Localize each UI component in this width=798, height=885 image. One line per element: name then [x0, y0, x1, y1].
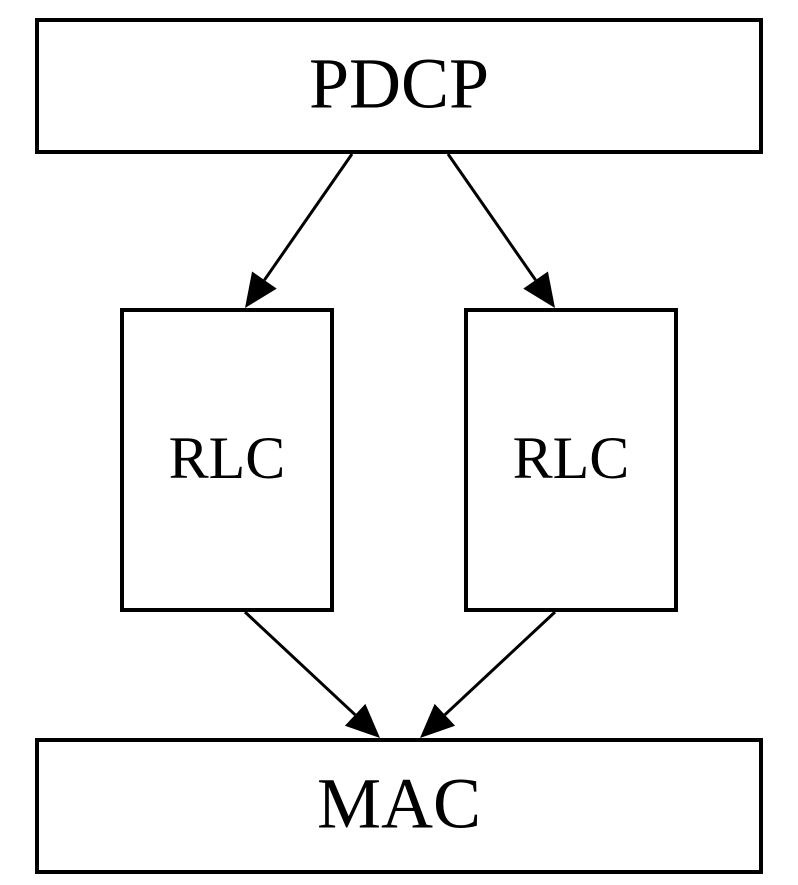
mac-label: MAC	[317, 764, 481, 844]
arrow-pdcp-rlc1	[245, 154, 352, 308]
pdcp-label: PDCP	[309, 44, 489, 124]
rlc2-label: RLC	[513, 425, 630, 491]
arrow-rlc2-mac	[420, 612, 555, 738]
arrow-pdcp-rlc2	[448, 154, 555, 308]
rlc1-label: RLC	[169, 425, 286, 491]
arrow-rlc1-mac	[245, 612, 380, 738]
